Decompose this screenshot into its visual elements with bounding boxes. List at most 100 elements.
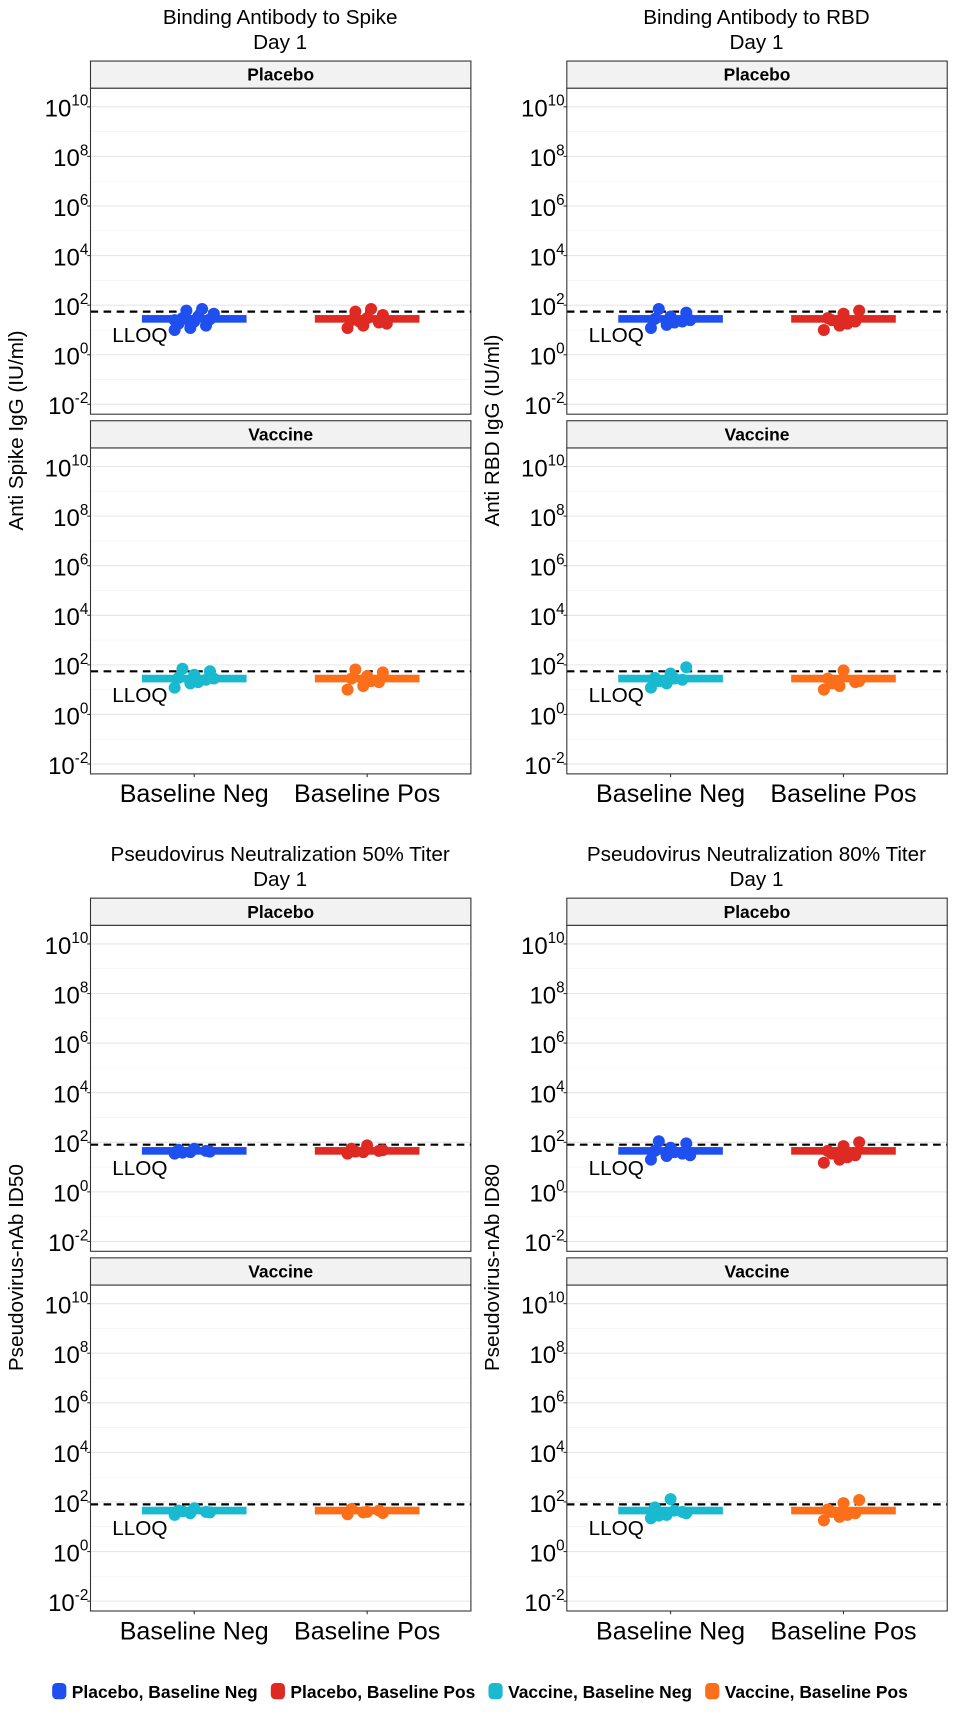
point — [680, 661, 693, 674]
y-tick-label: 10-2 — [48, 1587, 88, 1617]
y-tick-label: 10-2 — [48, 750, 88, 780]
tick-base: 10 — [529, 1392, 556, 1419]
tick-exponent: 0 — [80, 1537, 88, 1554]
y-tick-label: 104 — [529, 241, 565, 271]
tick-exponent: 0 — [556, 341, 564, 358]
y-axis-label: Anti Spike IgG (IU/ml) — [5, 331, 28, 531]
panel — [566, 1285, 948, 1612]
y-axis-label: Pseudovirus-nAb ID80 — [481, 1164, 504, 1371]
series — [791, 304, 896, 336]
y-tick-label: 10-2 — [524, 1227, 564, 1257]
panel — [90, 1285, 471, 1612]
median-bar — [618, 1147, 723, 1155]
median-bar — [791, 1506, 896, 1515]
y-tick-label: 1010 — [45, 452, 89, 482]
chart-subtitle: Day 1 — [729, 868, 783, 891]
tick-exponent: 10 — [548, 1290, 565, 1307]
y-tick-label: 100 — [529, 1178, 564, 1208]
y-tick-label: 106 — [529, 552, 564, 582]
tick-base: 10 — [529, 244, 556, 271]
series — [791, 1494, 896, 1527]
tick-exponent: 6 — [80, 1389, 88, 1406]
panel-border — [566, 924, 948, 1252]
panel — [566, 925, 948, 1252]
tick-exponent: 6 — [80, 192, 88, 209]
tick-exponent: 8 — [80, 502, 88, 519]
y-tick-label: 104 — [53, 1438, 89, 1468]
chart-subtitle: Day 1 — [253, 868, 307, 891]
chart: Pseudovirus Neutralization 80% TiterDay … — [481, 843, 948, 1645]
tick-exponent: 4 — [80, 241, 89, 258]
y-tick-label: 106 — [53, 1389, 88, 1419]
legend-label: Vaccine, Baseline Neg — [508, 1682, 692, 1702]
lloq-label: LLOQ — [589, 1157, 644, 1180]
tick-exponent: 4 — [556, 1438, 565, 1455]
point — [349, 305, 362, 318]
legend-key — [52, 1682, 67, 1700]
tick-base: 10 — [529, 505, 556, 532]
facet-label: Placebo — [724, 902, 791, 922]
median-bar — [791, 674, 896, 683]
tick-exponent: 8 — [556, 142, 564, 159]
point — [817, 323, 830, 336]
y-tick-label: 100 — [529, 1537, 564, 1567]
y-tick-label: 1010 — [521, 93, 565, 123]
panel-border — [89, 87, 472, 415]
median-bar — [314, 674, 420, 683]
tick-base: 10 — [53, 1392, 80, 1419]
point — [837, 1497, 850, 1510]
y-tick-label: 104 — [529, 1079, 565, 1109]
tick-base: 10 — [529, 294, 556, 321]
lloq-label: LLOQ — [112, 1157, 167, 1180]
series — [141, 1142, 247, 1160]
tick-base: 10 — [521, 96, 548, 123]
y-tick-label: 1010 — [521, 930, 565, 960]
lloq-label: LLOQ — [589, 1517, 644, 1540]
tick-exponent: 2 — [80, 1488, 88, 1505]
tick-exponent: 6 — [556, 552, 564, 569]
tick-base: 10 — [529, 195, 556, 222]
panel — [90, 88, 471, 415]
y-tick-label: 106 — [529, 192, 564, 222]
tick-exponent: 4 — [556, 241, 565, 258]
tick-exponent: 0 — [556, 700, 564, 717]
series — [314, 663, 420, 696]
tick-base: 10 — [53, 703, 80, 730]
point — [644, 681, 657, 694]
y-tick-label: 1010 — [521, 452, 565, 482]
legend-item: Vaccine, Baseline Neg — [488, 1682, 692, 1702]
median-bar — [791, 315, 896, 323]
panel-border — [89, 924, 472, 1252]
y-axis-label: Anti RBD IgG (IU/ml) — [481, 335, 504, 527]
tick-base: 10 — [48, 1230, 75, 1257]
x-tick-label: Baseline Pos — [770, 780, 916, 808]
series — [314, 1139, 420, 1160]
tick-base: 10 — [521, 1292, 548, 1319]
legend-label: Placebo, Baseline Pos — [290, 1682, 475, 1702]
panel-border — [566, 447, 948, 775]
tick-exponent: -2 — [551, 750, 565, 767]
y-tick-label: 102 — [53, 1488, 88, 1518]
tick-exponent: 10 — [71, 93, 88, 110]
tick-base: 10 — [524, 753, 551, 780]
tick-exponent: 8 — [80, 142, 88, 159]
y-tick-label: 102 — [529, 1488, 564, 1518]
tick-exponent: 0 — [556, 1178, 564, 1195]
tick-exponent: 6 — [556, 1389, 564, 1406]
legend: Placebo, Baseline Neg Placebo, Baseline P… — [52, 1682, 908, 1702]
panel — [566, 88, 948, 415]
tick-base: 10 — [53, 1131, 80, 1158]
y-tick-label: 102 — [53, 1128, 88, 1158]
tick-base: 10 — [529, 604, 556, 631]
tick-exponent: -2 — [75, 390, 89, 407]
panel — [566, 447, 948, 774]
tick-exponent: 10 — [548, 930, 565, 947]
y-tick-label: 104 — [529, 1438, 565, 1468]
y-tick-label: 102 — [53, 651, 88, 681]
tick-exponent: 0 — [80, 1178, 88, 1195]
tick-base: 10 — [53, 505, 80, 532]
point — [644, 321, 657, 334]
